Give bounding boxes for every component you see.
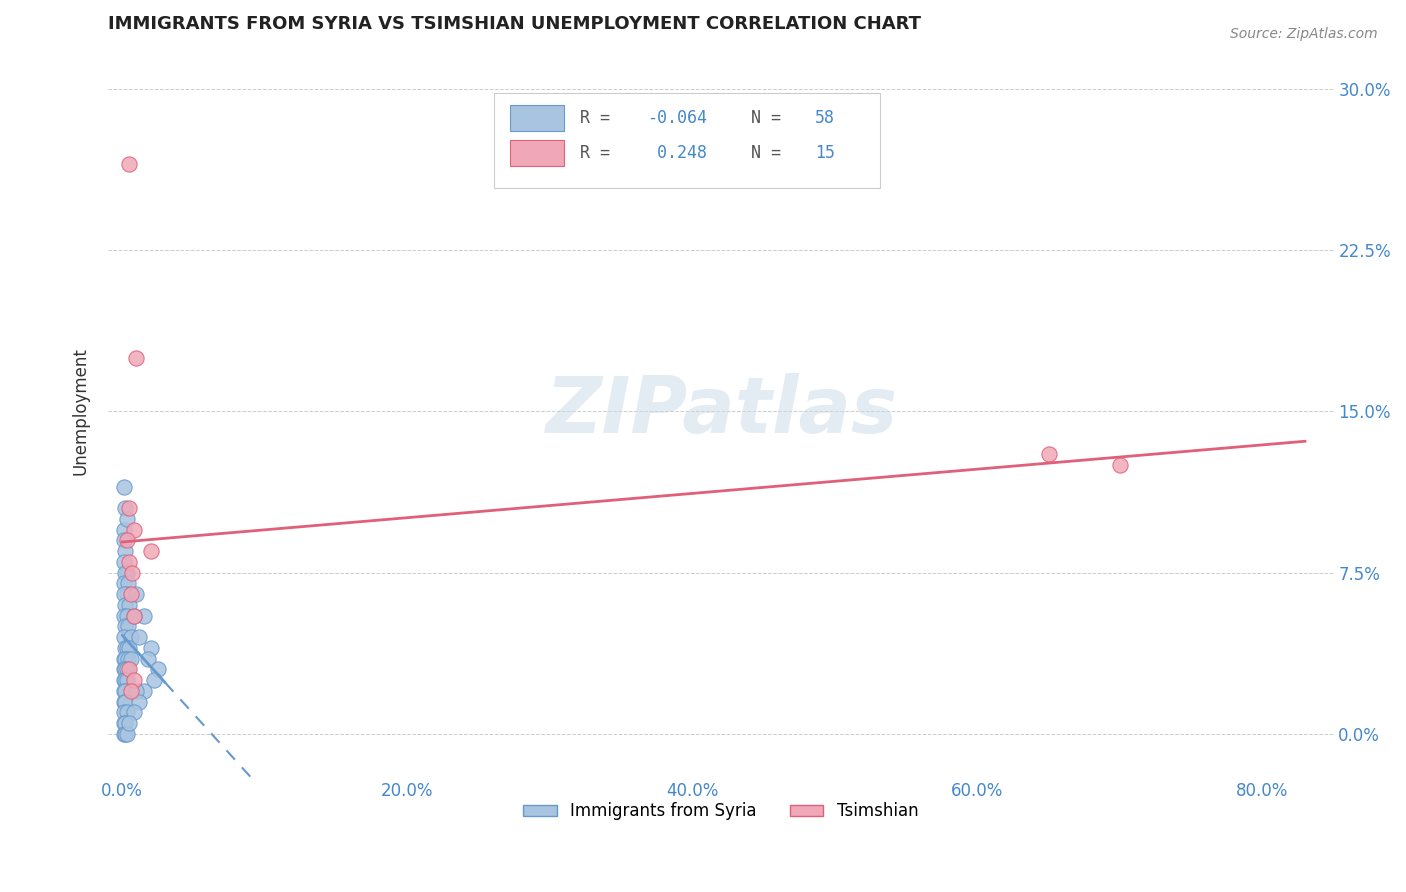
Text: N =: N = bbox=[751, 109, 792, 127]
Point bbox=[112, 651, 135, 665]
Point bbox=[120, 683, 142, 698]
Point bbox=[142, 673, 165, 687]
Point bbox=[122, 673, 145, 687]
Point bbox=[112, 608, 135, 623]
Point bbox=[1038, 447, 1060, 461]
Point bbox=[122, 608, 145, 623]
Point bbox=[122, 523, 145, 537]
Point bbox=[115, 706, 138, 720]
Point bbox=[117, 576, 139, 591]
Point bbox=[112, 555, 135, 569]
Point bbox=[114, 683, 136, 698]
Point bbox=[114, 651, 136, 665]
Point bbox=[114, 640, 136, 655]
Point bbox=[114, 662, 136, 676]
Text: ZIPatlas: ZIPatlas bbox=[544, 373, 897, 450]
Point bbox=[128, 695, 150, 709]
Point bbox=[118, 501, 141, 516]
Point bbox=[114, 501, 136, 516]
Point bbox=[118, 157, 141, 171]
Y-axis label: Unemployment: Unemployment bbox=[72, 347, 89, 475]
Point bbox=[122, 706, 145, 720]
Point bbox=[115, 587, 138, 601]
Point bbox=[139, 544, 162, 558]
Point bbox=[112, 662, 135, 676]
Point bbox=[118, 662, 141, 676]
Point bbox=[115, 662, 138, 676]
Text: 58: 58 bbox=[815, 109, 835, 127]
Point bbox=[136, 651, 159, 665]
Point bbox=[112, 683, 135, 698]
Point bbox=[115, 533, 138, 548]
Point bbox=[128, 630, 150, 644]
Point bbox=[118, 716, 141, 731]
Point bbox=[112, 576, 135, 591]
Point bbox=[1108, 458, 1130, 472]
Point bbox=[115, 608, 138, 623]
Point bbox=[122, 608, 145, 623]
Point bbox=[132, 683, 155, 698]
Point bbox=[121, 566, 143, 580]
Point bbox=[114, 598, 136, 612]
Point bbox=[139, 640, 162, 655]
Point bbox=[112, 587, 135, 601]
Point bbox=[112, 673, 135, 687]
Point bbox=[114, 566, 136, 580]
Point bbox=[114, 695, 136, 709]
Point bbox=[125, 587, 148, 601]
Point bbox=[115, 727, 138, 741]
Point bbox=[112, 533, 135, 548]
Point bbox=[114, 544, 136, 558]
Point bbox=[125, 351, 148, 365]
Point bbox=[112, 630, 135, 644]
Point bbox=[120, 587, 142, 601]
Point bbox=[114, 727, 136, 741]
FancyBboxPatch shape bbox=[494, 93, 880, 188]
Point bbox=[115, 512, 138, 526]
Point bbox=[118, 555, 141, 569]
Text: 0.248: 0.248 bbox=[647, 145, 707, 162]
Point bbox=[132, 608, 155, 623]
Point bbox=[146, 662, 169, 676]
Point bbox=[115, 566, 138, 580]
FancyBboxPatch shape bbox=[510, 105, 564, 131]
Point bbox=[115, 673, 138, 687]
Point bbox=[120, 630, 142, 644]
Point bbox=[115, 640, 138, 655]
Point bbox=[112, 727, 135, 741]
Point bbox=[112, 479, 135, 493]
Point bbox=[112, 706, 135, 720]
Point bbox=[114, 716, 136, 731]
Point bbox=[117, 651, 139, 665]
Text: -0.064: -0.064 bbox=[647, 109, 707, 127]
Point bbox=[114, 673, 136, 687]
Point bbox=[112, 716, 135, 731]
Text: 15: 15 bbox=[815, 145, 835, 162]
Text: R =: R = bbox=[579, 109, 620, 127]
Point bbox=[117, 619, 139, 633]
Point bbox=[120, 651, 142, 665]
Text: R =: R = bbox=[579, 145, 620, 162]
Legend: Immigrants from Syria, Tsimshian: Immigrants from Syria, Tsimshian bbox=[516, 796, 925, 827]
Point bbox=[118, 598, 141, 612]
Point bbox=[112, 695, 135, 709]
Point bbox=[125, 683, 148, 698]
Point bbox=[114, 619, 136, 633]
Text: IMMIGRANTS FROM SYRIA VS TSIMSHIAN UNEMPLOYMENT CORRELATION CHART: IMMIGRANTS FROM SYRIA VS TSIMSHIAN UNEMP… bbox=[108, 15, 921, 33]
Point bbox=[112, 523, 135, 537]
FancyBboxPatch shape bbox=[510, 140, 564, 166]
Text: Source: ZipAtlas.com: Source: ZipAtlas.com bbox=[1230, 27, 1378, 41]
Point bbox=[118, 640, 141, 655]
Text: N =: N = bbox=[751, 145, 792, 162]
